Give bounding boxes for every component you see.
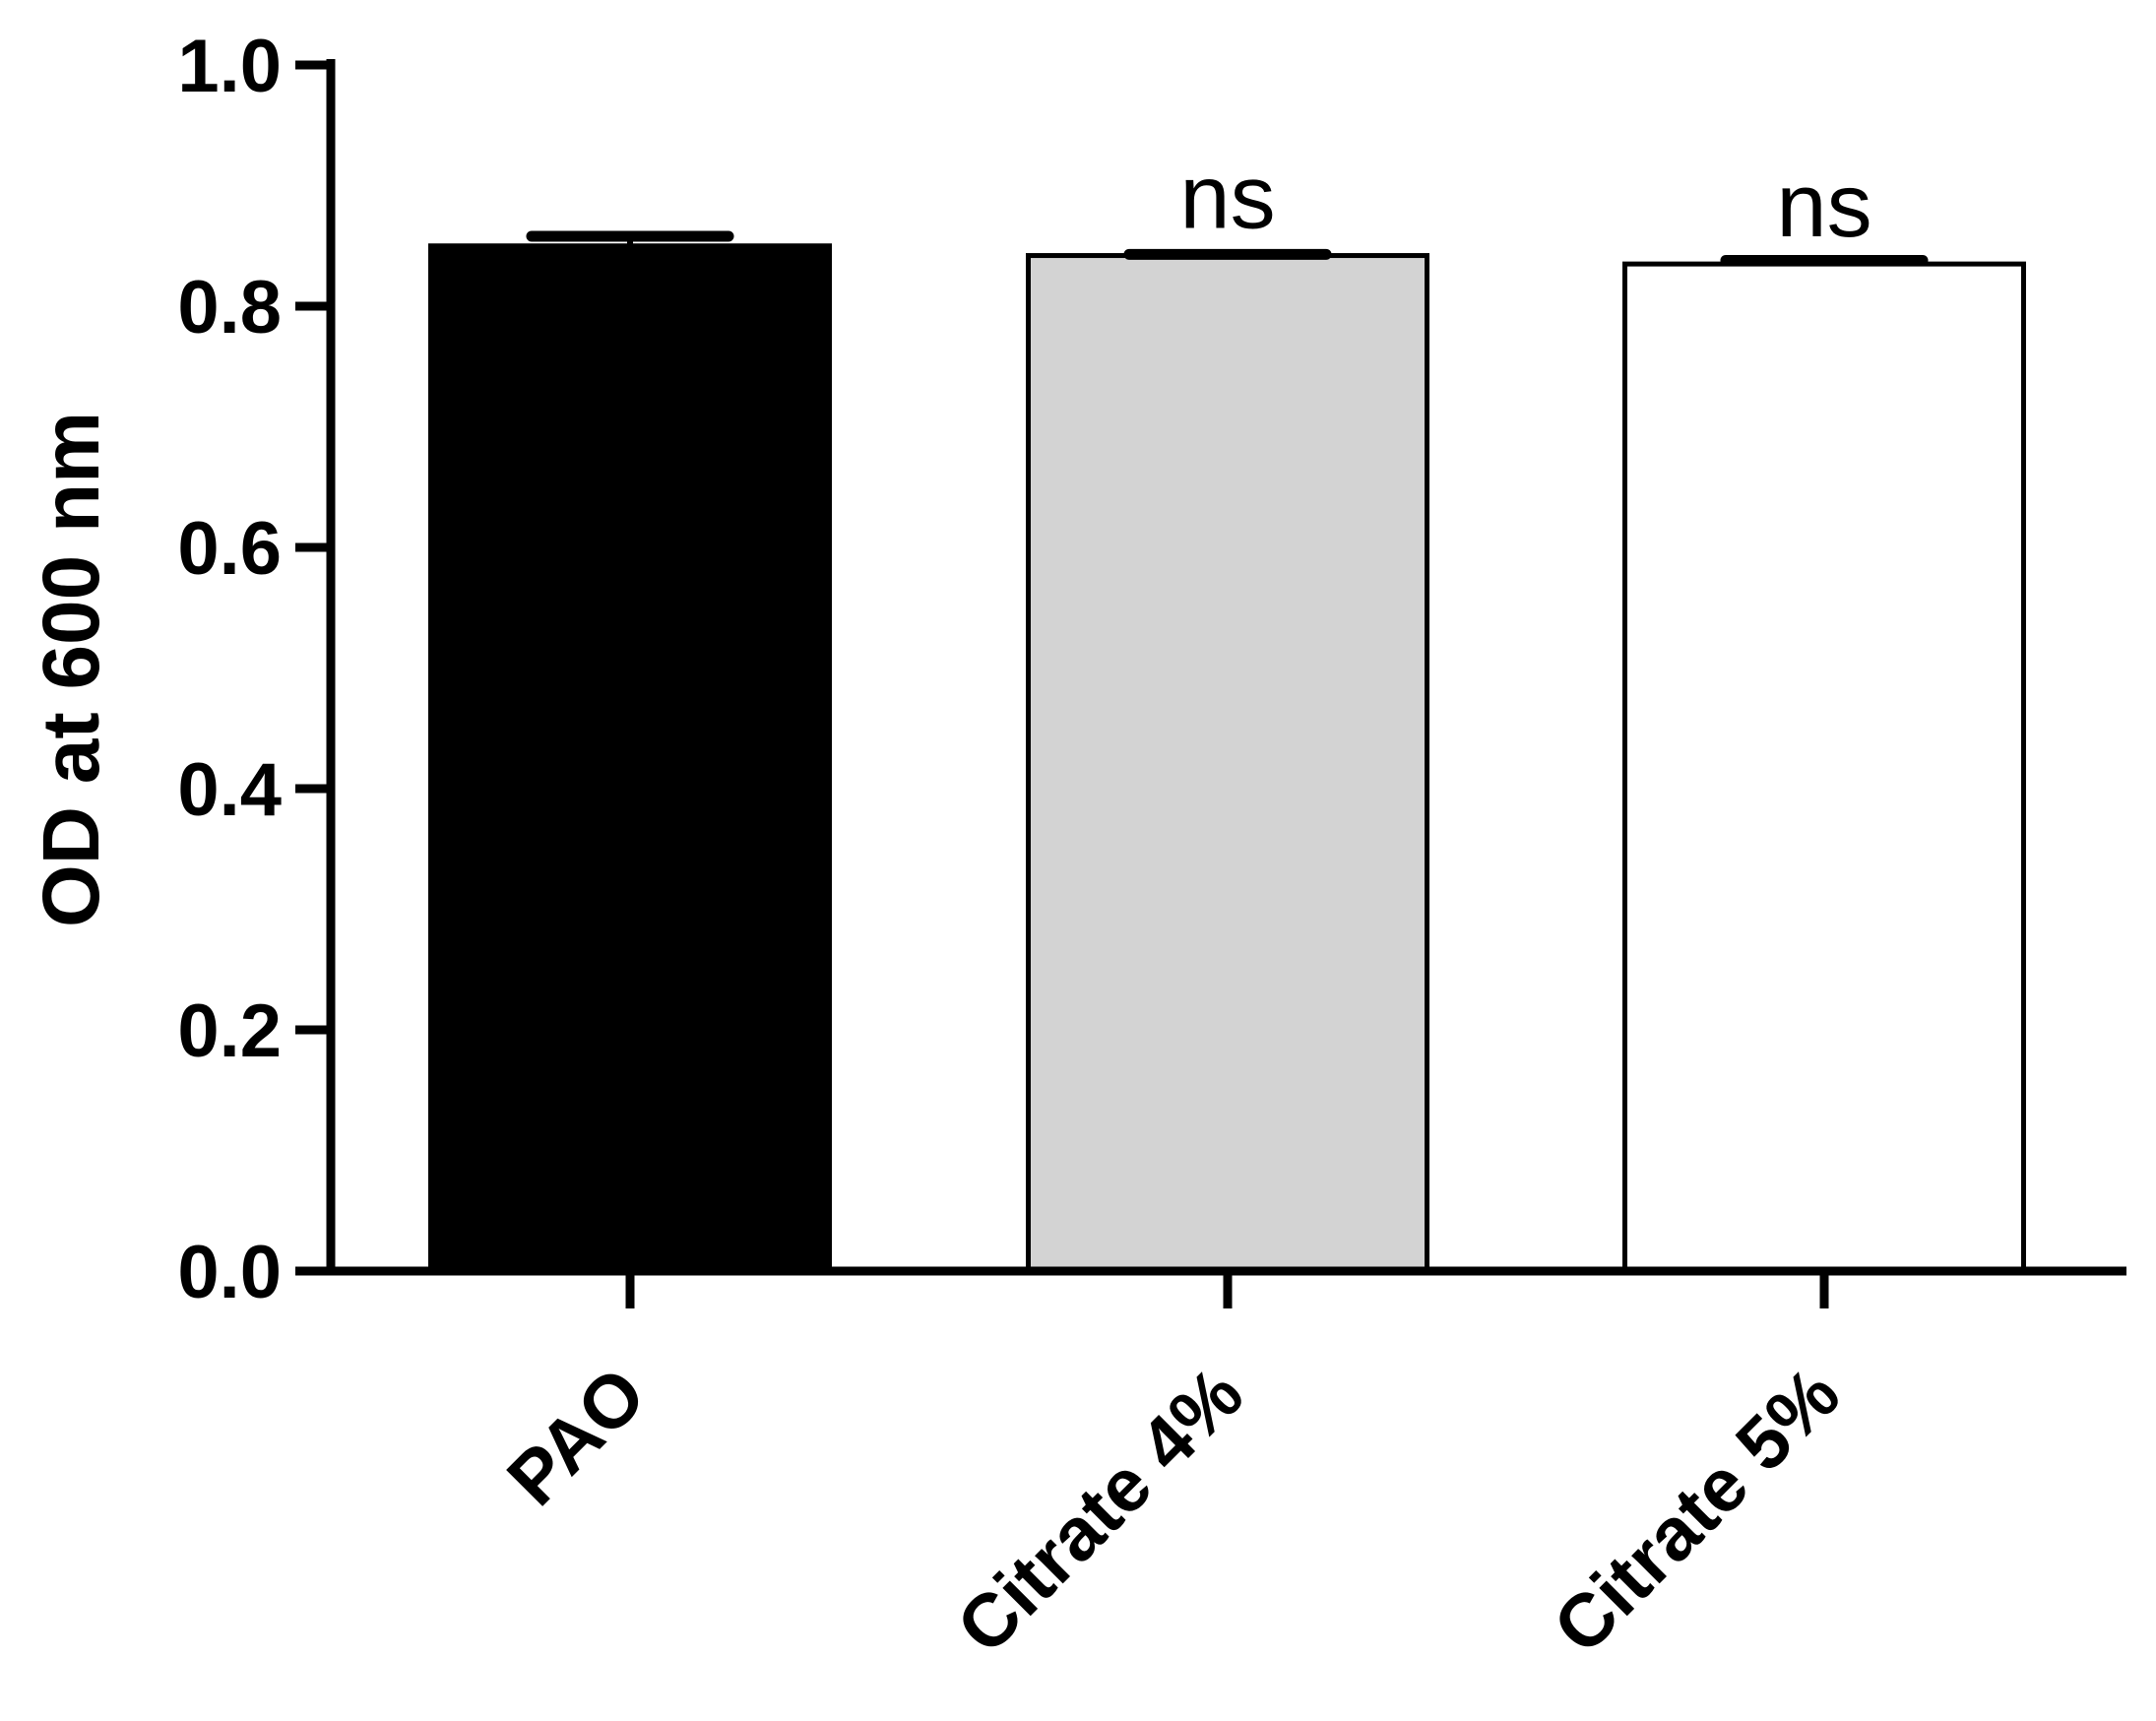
error-bars-layer [526,230,1929,266]
bar-1 [1026,253,1429,1274]
y-tick-label-4: 0.8 [177,266,282,350]
bar-0 [428,243,832,1274]
y-axis-title: OD at 600 nm [27,412,116,927]
y-tick-label-3: 0.6 [177,507,282,591]
bars-layer [428,243,2026,1274]
y-tick-label-5: 1.0 [177,25,282,108]
x-tick-label-0: PAO [491,1352,662,1522]
annotations-layer: ns ns [1179,148,1871,257]
x-tick-label-2: Citrate 5% [1538,1352,1856,1670]
significance-label-2: ns [1776,156,1871,256]
y-ticks-layer: 0.0 0.2 0.4 0.6 0.8 1.0 [177,25,331,1314]
y-tick-label-2: 0.4 [177,748,282,832]
significance-label-1: ns [1179,148,1275,248]
x-tick-label-1: Citrate 4% [941,1352,1259,1670]
y-tick-label-1: 0.2 [177,989,282,1073]
y-tick-label-0: 0.0 [177,1231,282,1314]
bar-2 [1622,261,2026,1274]
x-ticks-layer: PAO Citrate 4% Citrate 5% [491,1271,1856,1670]
